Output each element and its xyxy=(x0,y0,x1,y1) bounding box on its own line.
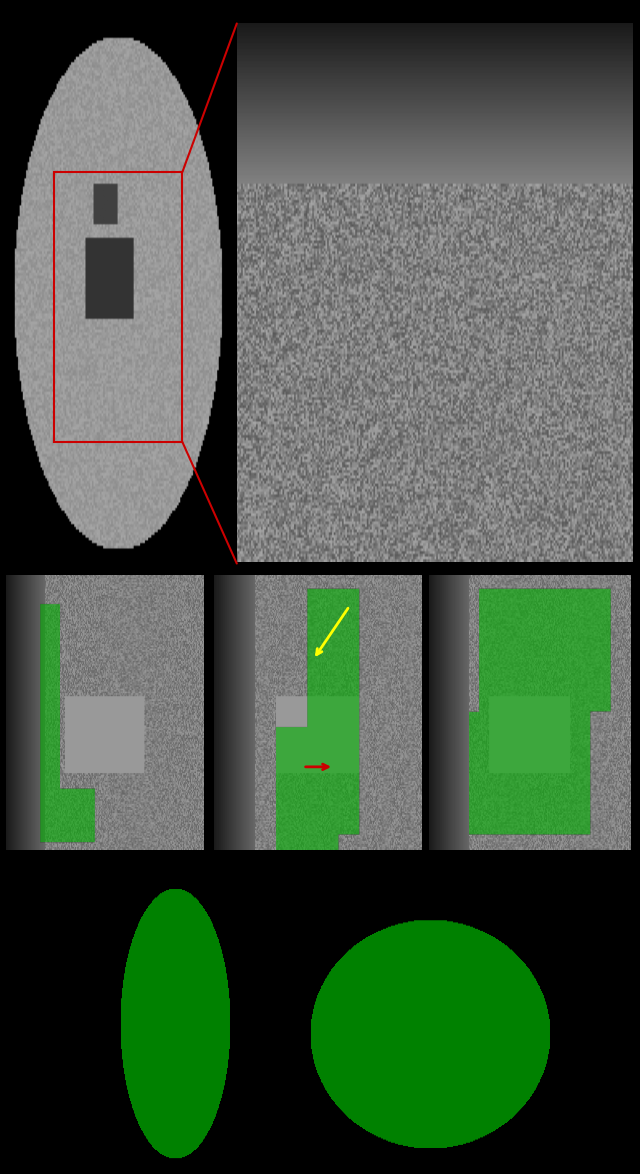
Bar xyxy=(54,171,182,441)
